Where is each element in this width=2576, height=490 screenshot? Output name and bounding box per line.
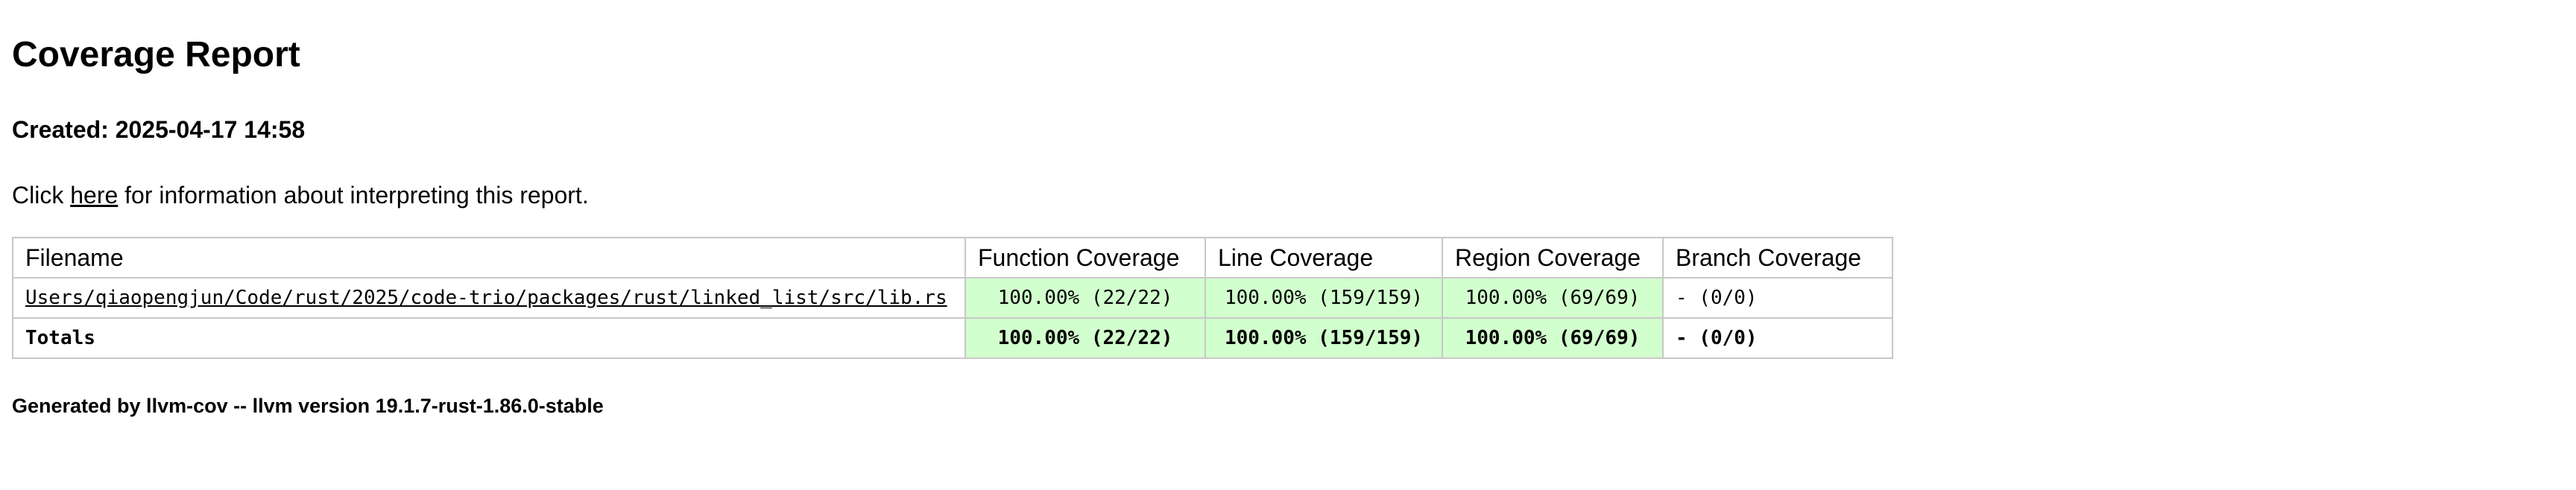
totals-region-coverage-cell: 100.00% (69/69) xyxy=(1442,317,1664,359)
header-line-coverage: Line Coverage xyxy=(1205,237,1443,279)
info-prefix: Click xyxy=(12,182,71,209)
info-paragraph: Click here for information about interpr… xyxy=(12,179,589,211)
line-coverage-cell: 100.00% (159/159) xyxy=(1205,277,1443,319)
totals-row: Totals 100.00% (22/22) 100.00% (159/159)… xyxy=(12,317,1893,359)
info-suffix: for information about interpreting this … xyxy=(118,182,589,209)
header-filename: Filename xyxy=(12,237,966,279)
footer-generated-by: Generated by llvm-cov -- llvm version 19… xyxy=(12,395,604,417)
totals-function-coverage-cell: 100.00% (22/22) xyxy=(965,317,1206,359)
function-coverage-cell: 100.00% (22/22) xyxy=(965,277,1206,319)
page-title: Coverage Report xyxy=(12,35,300,74)
header-region-coverage: Region Coverage xyxy=(1442,237,1664,279)
coverage-table: Filename Function Coverage Line Coverage… xyxy=(12,237,1893,359)
branch-coverage-cell: - (0/0) xyxy=(1662,277,1893,319)
file-link[interactable]: Users/qiaopengjun/Code/rust/2025/code-tr… xyxy=(25,287,947,309)
help-link[interactable]: here xyxy=(70,182,119,209)
created-timestamp: Created: 2025-04-17 14:58 xyxy=(12,116,306,143)
table-header-row: Filename Function Coverage Line Coverage… xyxy=(12,237,1893,279)
totals-branch-coverage-cell: - (0/0) xyxy=(1662,317,1893,359)
file-cell: Users/qiaopengjun/Code/rust/2025/code-tr… xyxy=(12,277,966,319)
region-coverage-cell: 100.00% (69/69) xyxy=(1442,277,1664,319)
table-row: Users/qiaopengjun/Code/rust/2025/code-tr… xyxy=(12,277,1893,319)
totals-label-cell: Totals xyxy=(12,317,966,359)
totals-line-coverage-cell: 100.00% (159/159) xyxy=(1205,317,1443,359)
header-function-coverage: Function Coverage xyxy=(965,237,1206,279)
header-branch-coverage: Branch Coverage xyxy=(1662,237,1893,279)
